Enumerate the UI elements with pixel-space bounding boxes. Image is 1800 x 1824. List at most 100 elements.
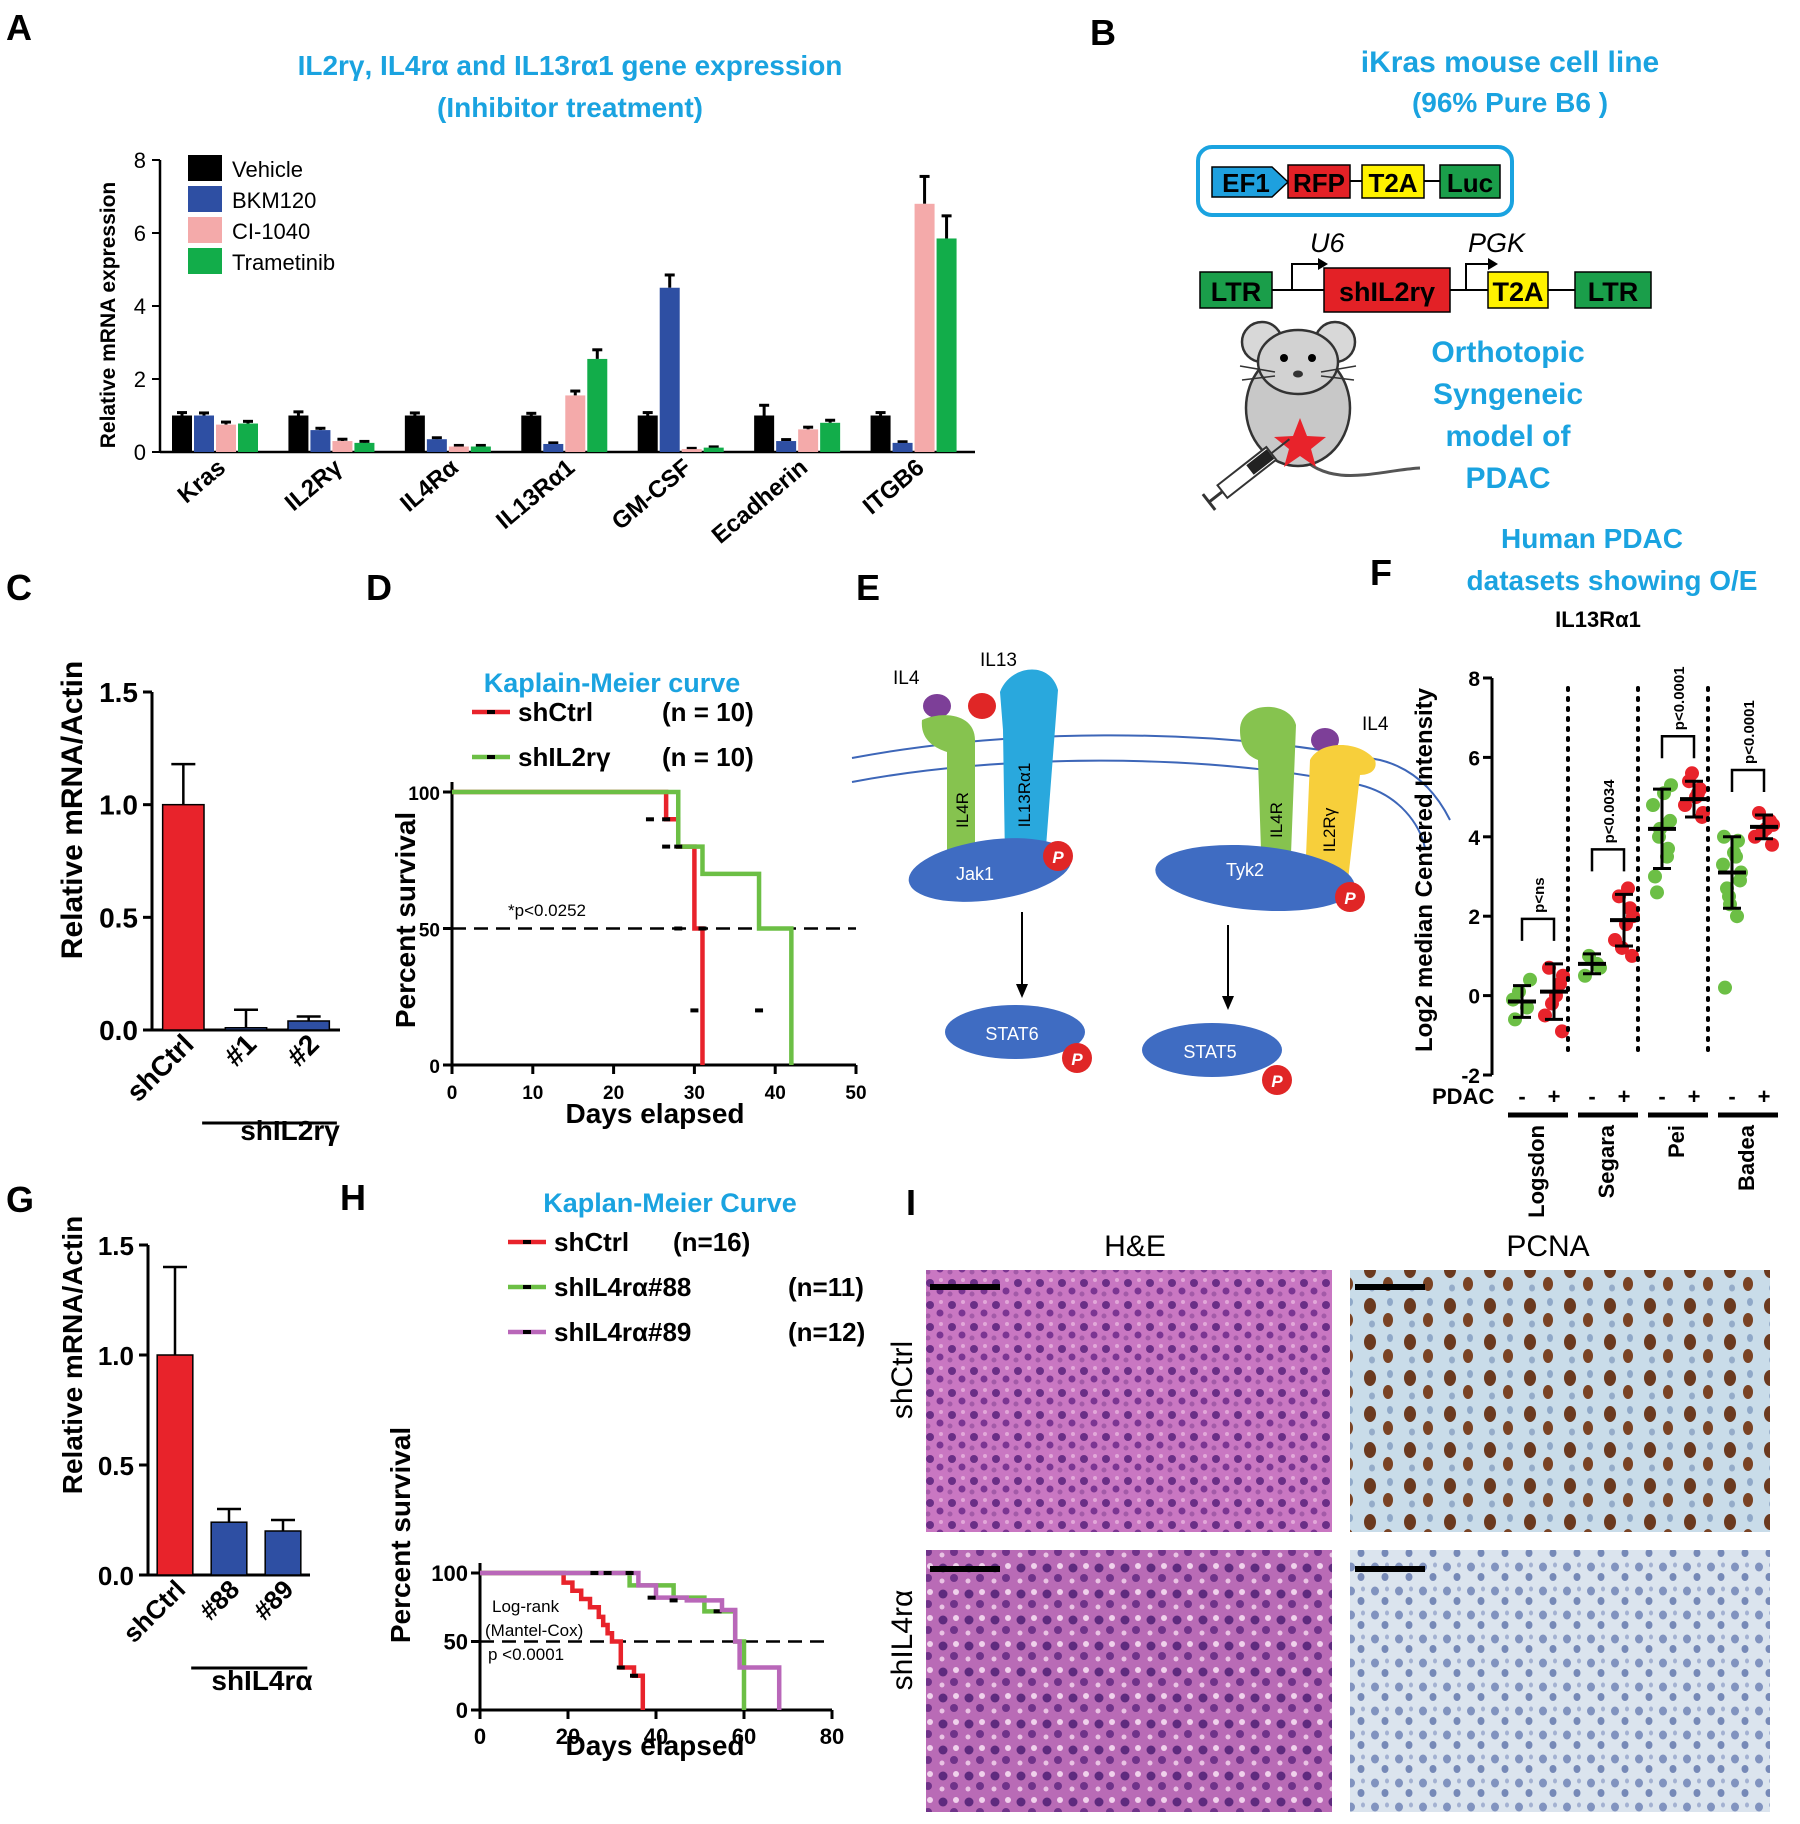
tyk2-shape bbox=[1155, 844, 1355, 912]
p-value-label: p<0.0001 bbox=[1671, 666, 1688, 730]
km-curve-1 bbox=[452, 789, 705, 1065]
ef1-arrow bbox=[1211, 166, 1290, 198]
row-label-shctrl: shCtrl bbox=[886, 1341, 919, 1419]
pdac-plus: + bbox=[1688, 1084, 1701, 1109]
bar-trametinib-2 bbox=[354, 442, 375, 452]
pdac-minus: - bbox=[1588, 1084, 1595, 1109]
chart-a-ylabel: Relative mRNA expression bbox=[97, 182, 120, 449]
construct1-frame bbox=[1196, 145, 1514, 217]
panel-letter-e: E bbox=[856, 567, 880, 608]
chart-a-title: IL2rγ, IL4rα and IL13rα1 gene expression bbox=[298, 50, 843, 81]
y-tick-label: 0.5 bbox=[98, 1451, 134, 1481]
legend-n-3: (n=12) bbox=[788, 1317, 865, 1347]
phospho-stat5: P bbox=[1271, 1072, 1283, 1091]
x-tick-label: #1 bbox=[218, 1028, 262, 1072]
panel-letter-a: A bbox=[6, 7, 32, 48]
phospho-jak1: P bbox=[1052, 848, 1064, 867]
chart-a-x-tick-label: Kras bbox=[173, 454, 231, 509]
legend-n-2: (n=11) bbox=[788, 1272, 864, 1302]
point-normal bbox=[1523, 972, 1537, 987]
pdac-minus: - bbox=[1728, 1084, 1735, 1109]
point-normal bbox=[1730, 909, 1744, 924]
receptor-il4r-right: IL4R bbox=[1267, 802, 1286, 838]
scale-bar-4 bbox=[1355, 1566, 1425, 1572]
panel-b-schematic: iKras mouse cell line (96% Pure B6 ) EF1… bbox=[1196, 46, 1659, 511]
receptor-il4r-left: IL4R bbox=[953, 792, 972, 828]
col-label-he: H&E bbox=[1104, 1230, 1166, 1263]
chart-c-group-label: shIL2rγ bbox=[240, 1115, 340, 1146]
bar-vehicle-7 bbox=[870, 415, 891, 452]
mouse-whiskers bbox=[1239, 365, 1357, 381]
phospho-stat6: P bbox=[1071, 1050, 1083, 1069]
panel-letter-d: D bbox=[366, 567, 392, 608]
mouse-eye-right bbox=[1308, 354, 1316, 362]
y-tick-label: 1.5 bbox=[99, 677, 138, 708]
ligand-il4-left bbox=[923, 694, 951, 718]
x-tick-label: #2 bbox=[281, 1028, 325, 1072]
km-curve-3 bbox=[480, 1570, 782, 1710]
bar-trametinib-7 bbox=[936, 238, 957, 452]
panel-d-chart: Kaplain-Meier curve Percent survival Day… bbox=[390, 668, 867, 1129]
mouse-head bbox=[1256, 328, 1340, 396]
ligand-il4-right-label: IL4 bbox=[1362, 714, 1389, 735]
legend-name-2: shIL2rγ bbox=[518, 742, 611, 772]
legend-name-1: shCtrl bbox=[554, 1227, 629, 1257]
point-normal bbox=[1648, 869, 1662, 884]
chart-a-x-tick-label: IL2Rγ bbox=[280, 453, 348, 516]
p-value-label: p<0.0034 bbox=[1601, 779, 1618, 843]
tumor-star-icon bbox=[1274, 418, 1326, 467]
chart-h-annotation-1: Log-rank bbox=[492, 1597, 560, 1616]
bar-trametinib-3 bbox=[470, 446, 491, 452]
chart-h-title: Kaplan-Meier Curve bbox=[543, 1188, 797, 1218]
y-tick-label: 0.0 bbox=[98, 1561, 134, 1591]
construct1-rfp: RFP bbox=[1293, 168, 1345, 198]
bar-bkm120-4 bbox=[543, 443, 564, 452]
bar-vehicle-1 bbox=[172, 415, 192, 452]
kinase-jak1: Jak1 bbox=[956, 864, 994, 884]
legend-swatch-trametinib bbox=[188, 248, 222, 274]
panel-letter-h: H bbox=[340, 1177, 366, 1218]
panel-f-chart: Human PDAC datasets showing O/E IL13Rα1 … bbox=[1411, 523, 1780, 1218]
arrowhead-stat6 bbox=[1016, 984, 1028, 998]
bar-ci-1040-1 bbox=[216, 424, 236, 452]
significance-bracket bbox=[1520, 917, 1556, 941]
legend-swatch-ci-1040 bbox=[188, 217, 222, 243]
bar-vehicle-5 bbox=[637, 415, 658, 452]
chart-c-ylabel: Relative mRNA/Actin bbox=[56, 661, 89, 959]
p-value-label: p<0.0001 bbox=[1741, 700, 1758, 764]
chart-a-x-tick-label: GM-CSF bbox=[607, 454, 697, 536]
u6-promoter-arrow bbox=[1291, 263, 1318, 290]
y-tick-label: 1.0 bbox=[99, 790, 138, 821]
chart-a-x-tick-label: IL4Rα bbox=[395, 454, 464, 518]
chart-h-annotation-2: (Mantel-Cox) bbox=[485, 1621, 583, 1640]
dataset-name: Pei bbox=[1664, 1125, 1689, 1158]
pcna-shctrl-image bbox=[1350, 1270, 1770, 1532]
x-tick-label: 40 bbox=[765, 1083, 786, 1104]
point-normal bbox=[1646, 798, 1660, 813]
point-normal bbox=[1508, 1012, 1522, 1027]
point-normal bbox=[1650, 885, 1664, 900]
y-tick-label: 0.0 bbox=[99, 1015, 138, 1046]
y-tick-label: 2 bbox=[1468, 906, 1480, 929]
chart-a-y-tick-label: 6 bbox=[134, 221, 146, 246]
x-tick-label: 60 bbox=[732, 1724, 756, 1749]
pdac-plus: + bbox=[1758, 1084, 1771, 1109]
chart-a-x-tick-label: Ecadherin bbox=[707, 454, 813, 549]
col-label-pcna: PCNA bbox=[1506, 1230, 1589, 1263]
bar-bkm120-3 bbox=[426, 439, 447, 452]
ligand-il13 bbox=[968, 693, 996, 719]
construct1-luc: Luc bbox=[1447, 168, 1493, 198]
pdac-minus: - bbox=[1658, 1084, 1665, 1109]
y-tick-label: 8 bbox=[1468, 668, 1480, 691]
bar-bkm120-5 bbox=[659, 287, 680, 452]
legend-n-1: (n = 10) bbox=[662, 697, 754, 727]
point-normal bbox=[1718, 980, 1732, 995]
he-shctrl-image bbox=[926, 1270, 1332, 1532]
point-normal bbox=[1578, 968, 1592, 983]
chart-d-annotation: *p<0.0252 bbox=[508, 901, 586, 920]
x-tick-label: 50 bbox=[845, 1083, 866, 1104]
legend-label: CI-1040 bbox=[232, 219, 310, 244]
stat6-shape bbox=[945, 1005, 1085, 1059]
bar-vehicle-6 bbox=[754, 415, 775, 452]
